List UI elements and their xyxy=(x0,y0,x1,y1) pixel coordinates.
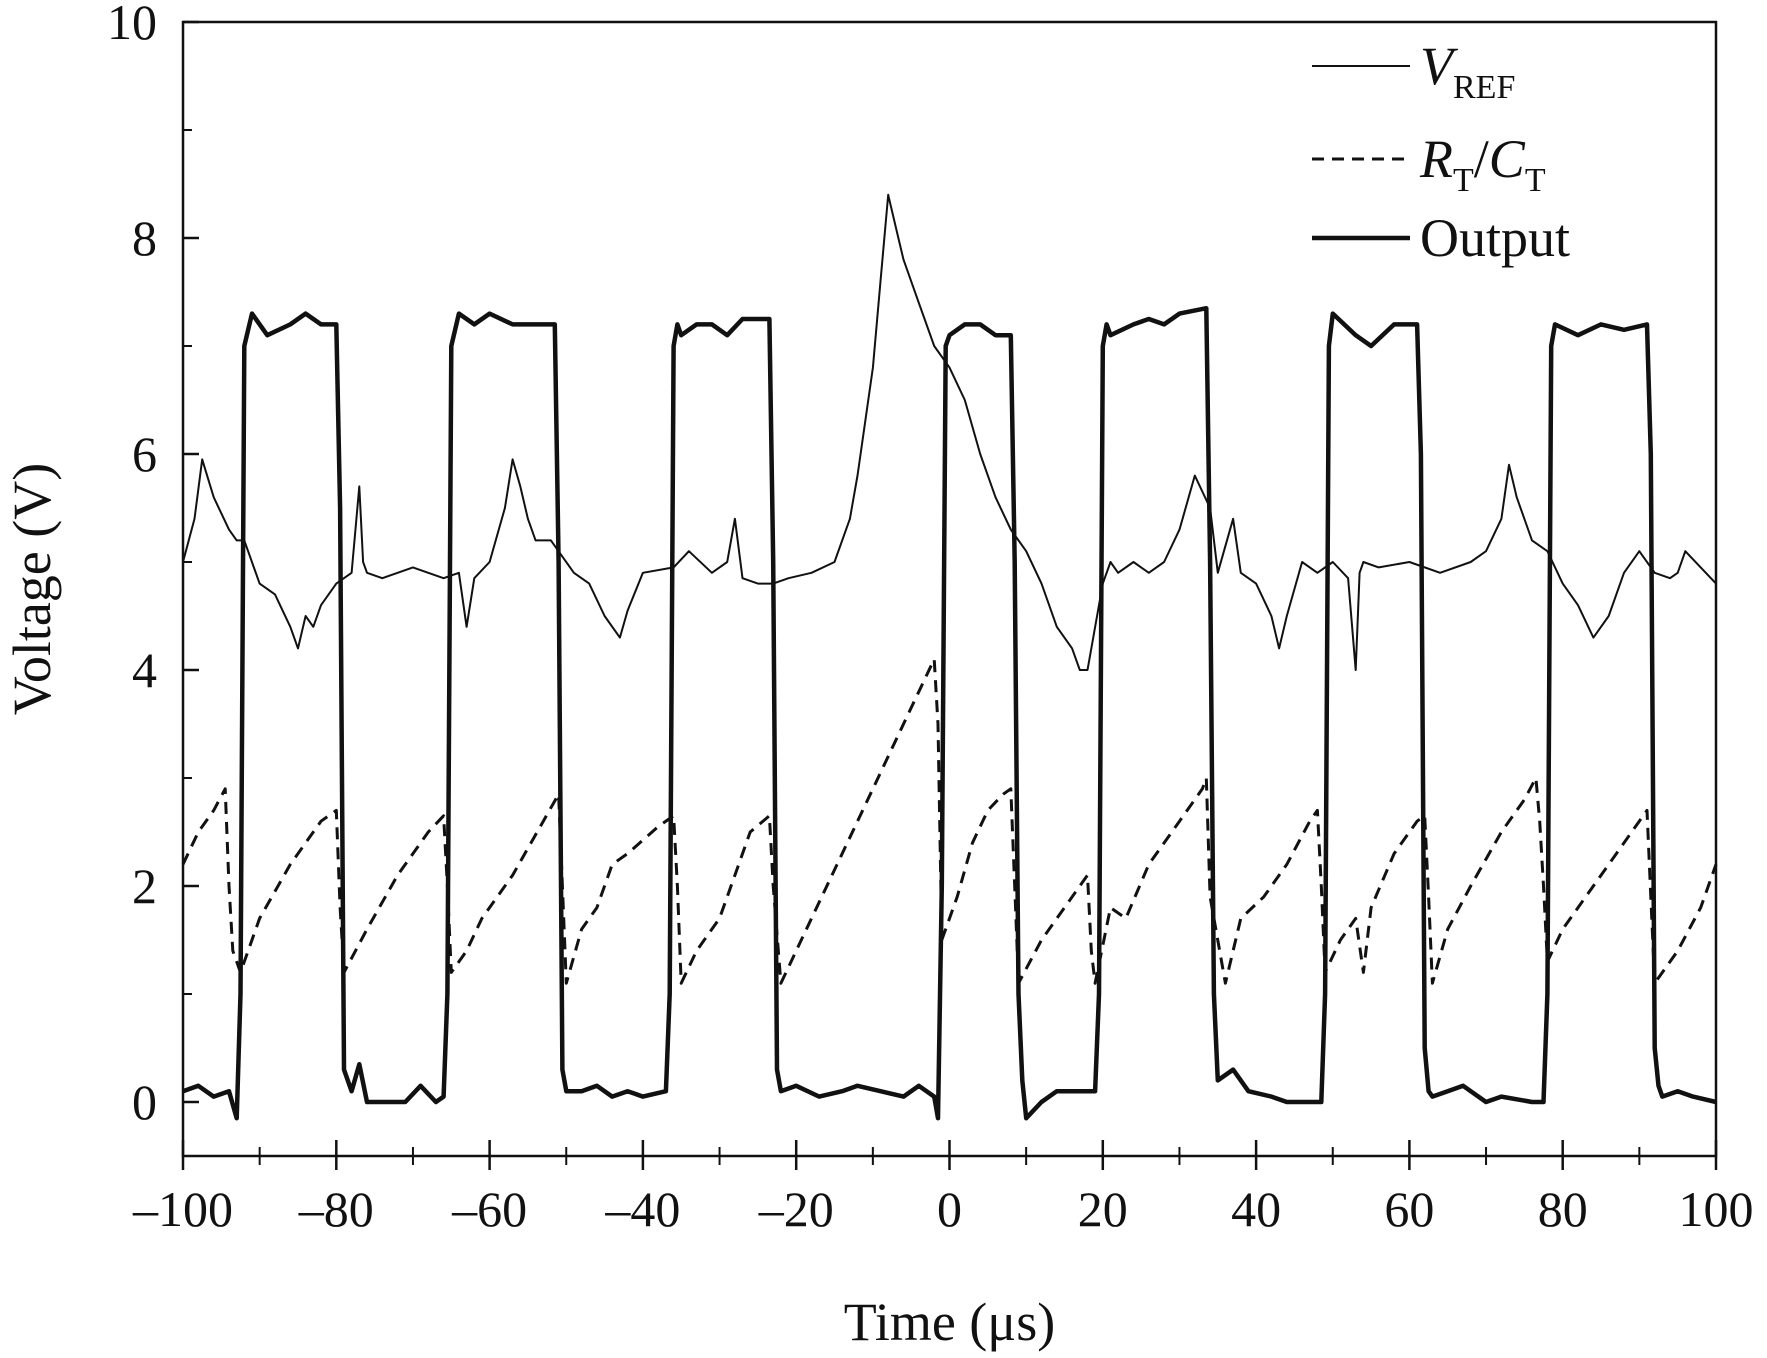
y-tick-label: 10 xyxy=(107,0,157,50)
y-tick-label: 8 xyxy=(132,210,157,266)
x-tick-label: 100 xyxy=(1679,1181,1754,1237)
series-layer xyxy=(181,193,1718,1121)
plot-frame xyxy=(181,20,1718,1158)
series-line-rt-ct xyxy=(181,657,1718,985)
y-tick-label: 2 xyxy=(132,858,157,914)
x-axis: –100 –80 –60 –40 –20 0 20 40 60 80 100 xyxy=(132,1140,1754,1237)
x-tick-label: –100 xyxy=(132,1181,233,1237)
x-tick-label: 40 xyxy=(1231,1181,1281,1237)
x-tick-label: 60 xyxy=(1384,1181,1434,1237)
legend-label: VREF xyxy=(1420,36,1515,106)
y-tick-label: 0 xyxy=(132,1074,157,1130)
x-tick-label: 80 xyxy=(1538,1181,1588,1237)
series-line-vref xyxy=(182,193,1717,671)
y-axis: 0 2 4 6 8 10 xyxy=(107,0,199,1130)
legend-label: RT/CT xyxy=(1419,129,1546,199)
y-tick-label: 6 xyxy=(132,426,157,482)
x-tick-label: –40 xyxy=(604,1181,680,1237)
x-axis-title: Time (μs) xyxy=(844,1292,1056,1352)
plot-border xyxy=(181,20,1718,1158)
series-line-output xyxy=(182,305,1717,1121)
y-axis-title: Voltage (V) xyxy=(2,463,62,715)
x-tick-label: –60 xyxy=(451,1181,527,1237)
x-tick-label: –20 xyxy=(758,1181,834,1237)
x-tick-label: 0 xyxy=(937,1181,962,1237)
y-tick-label: 4 xyxy=(132,642,157,698)
x-tick-label: –80 xyxy=(298,1181,374,1237)
legend: VREF RT/CT Output xyxy=(1312,36,1570,268)
legend-label: Output xyxy=(1420,208,1570,268)
x-tick-label: 20 xyxy=(1078,1181,1128,1237)
